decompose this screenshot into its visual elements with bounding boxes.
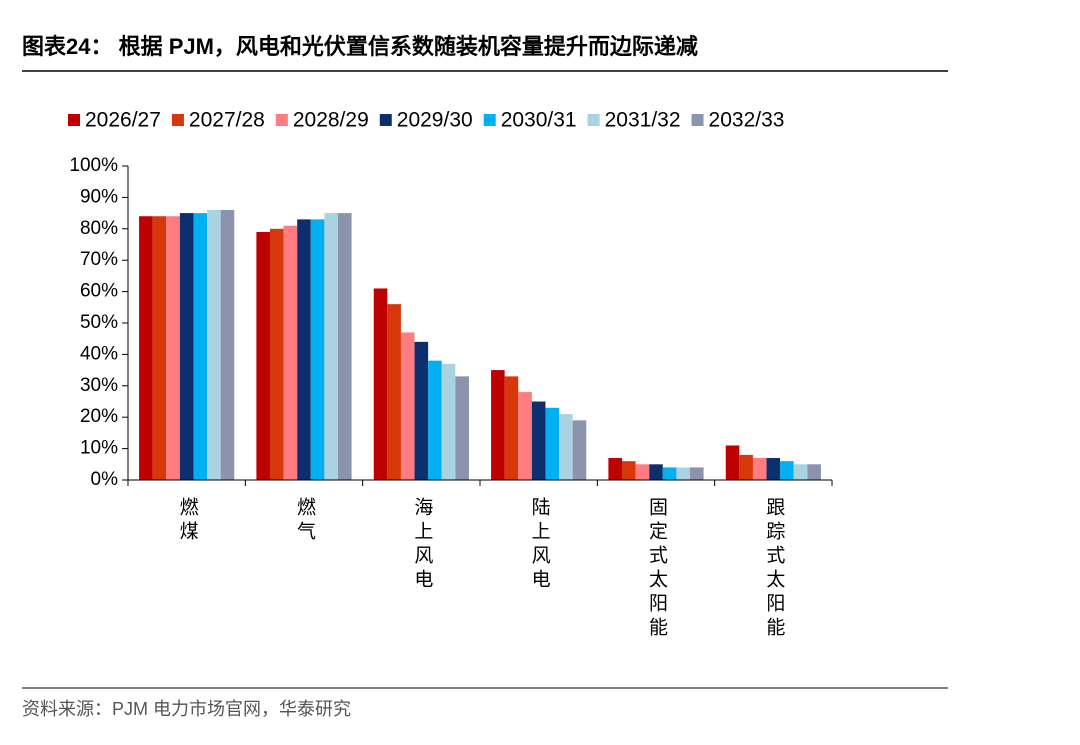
bar	[256, 231, 270, 480]
legend-label: 2030/31	[501, 109, 577, 132]
y-tick-label: 30%	[80, 375, 118, 396]
bar	[766, 458, 781, 480]
bar	[608, 458, 622, 480]
bar	[572, 420, 587, 480]
bar	[780, 461, 794, 480]
bar	[270, 228, 284, 480]
bar	[324, 213, 338, 480]
bar	[545, 407, 560, 480]
legend-swatch	[691, 114, 704, 126]
y-tick-label: 60%	[80, 281, 118, 302]
legend-label: 2027/28	[189, 109, 265, 132]
y-tick-label: 50%	[80, 312, 118, 333]
x-tick-label: 跟踪式太阳能	[763, 497, 785, 641]
bar	[739, 454, 753, 480]
bar	[725, 445, 740, 480]
bar	[297, 219, 311, 480]
bar	[414, 341, 429, 480]
bar	[793, 464, 808, 480]
legend-label: 2026/27	[85, 109, 161, 132]
x-tick-label: 燃煤	[177, 497, 199, 545]
legend-label: 2028/29	[293, 109, 369, 132]
y-tick-label: 100%	[69, 155, 118, 176]
chart-title: 图表24： 根据 PJM，风电和光伏置信系数随装机容量提升而边际递减	[22, 34, 698, 59]
legend-label: 2031/32	[605, 109, 681, 132]
legend-swatch	[275, 114, 288, 126]
legend-swatch	[171, 114, 184, 126]
bar	[690, 467, 704, 480]
y-tick-label: 70%	[80, 249, 118, 270]
bar	[373, 288, 388, 480]
bar	[504, 376, 519, 480]
bar	[531, 401, 546, 480]
y-tick-label: 90%	[80, 186, 118, 207]
y-tick-label: 80%	[80, 218, 118, 239]
legend-label: 2032/33	[709, 109, 785, 132]
x-tick-label: 陆上风电	[529, 497, 551, 593]
legend-swatch	[587, 114, 600, 126]
bar	[387, 304, 401, 480]
y-tick-label: 0%	[91, 469, 119, 490]
legend-swatch	[379, 114, 392, 126]
legend-label: 2029/30	[397, 109, 473, 132]
bar	[441, 363, 456, 480]
y-tick-label: 20%	[80, 406, 118, 427]
y-tick-label: 40%	[80, 343, 118, 364]
bar	[283, 225, 298, 480]
bar	[559, 414, 573, 480]
bar	[455, 376, 469, 480]
x-tick-label: 燃气	[294, 497, 316, 545]
bar	[220, 209, 235, 480]
bar	[518, 392, 532, 480]
legend-swatch	[483, 114, 496, 126]
x-tick-label: 海上风电	[411, 497, 433, 593]
bar	[676, 467, 690, 480]
source: 资料来源：PJM 电力市场官网，华泰研究	[22, 699, 351, 719]
y-tick-label: 10%	[80, 438, 118, 459]
bar	[193, 213, 208, 480]
bar	[166, 216, 180, 481]
bar	[622, 461, 636, 480]
bar	[635, 464, 650, 480]
bar	[152, 216, 167, 481]
bar	[338, 213, 352, 480]
bar	[491, 370, 505, 480]
bar	[662, 467, 677, 480]
bar	[310, 219, 325, 480]
x-tick-label: 固定式太阳能	[646, 497, 668, 641]
bar	[649, 464, 663, 480]
legend-swatch	[68, 114, 80, 126]
bar	[179, 213, 194, 480]
bar	[207, 209, 221, 480]
bar	[428, 360, 442, 480]
bar	[400, 332, 415, 480]
bar	[807, 464, 821, 480]
bar	[752, 458, 767, 480]
bar	[139, 216, 153, 481]
